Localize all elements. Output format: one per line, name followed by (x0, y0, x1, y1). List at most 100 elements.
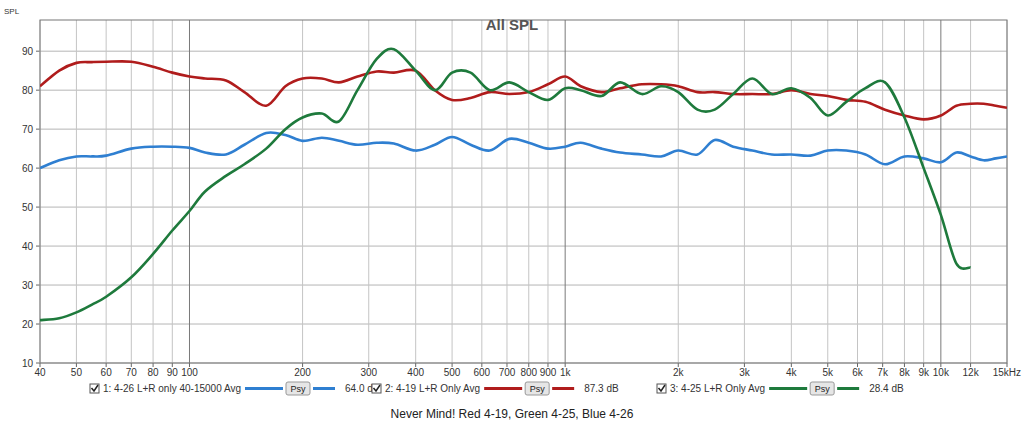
legend-smoothing: Psy (815, 384, 831, 394)
legend-swatch (484, 387, 522, 390)
x-tick-label: 6k (852, 367, 864, 378)
background (0, 0, 1024, 427)
legend-entry: 3: 4-25 L+R Only Avg Psy 28.4 dB (657, 382, 904, 395)
chart: 1020304050607080904050607080901002003004… (0, 0, 1024, 427)
x-grid-line (940, 20, 941, 363)
x-grid-line (970, 20, 971, 363)
x-grid-line (131, 20, 132, 363)
y-tick-label: 90 (22, 46, 34, 57)
x-tick-label: 10k (933, 367, 950, 378)
x-tick-label: 80 (148, 367, 160, 378)
legend-entry: 1: 4-26 L+R only 40-15000 AvgPsy64.0 dB (90, 382, 380, 395)
y-tick (36, 51, 40, 52)
x-tick-label: 800 (520, 367, 537, 378)
legend-check (659, 385, 666, 391)
y-tick (36, 363, 40, 364)
y-tick-label: 10 (22, 358, 34, 369)
x-tick-label: 1k (560, 367, 572, 378)
legend-smoothing-box (286, 382, 310, 395)
x-grid-line (565, 20, 566, 363)
legend-smoothing-box (810, 382, 834, 395)
x-grid-line (923, 20, 924, 363)
series-line (40, 132, 1007, 168)
legend-label: 2: 4-19 L+R Only Avg (385, 383, 480, 394)
plot-frame (40, 20, 1007, 363)
x-tick-label: 700 (499, 367, 516, 378)
series-line (40, 49, 971, 320)
legend-label: 1: 4-26 L+R only 40-15000 Avg (103, 383, 241, 394)
x-grid-line (744, 20, 745, 363)
y-tick (36, 168, 40, 169)
x-tick-label: 900 (540, 367, 557, 378)
y-tick-label: 30 (22, 280, 34, 291)
x-tick-label: 5k (822, 367, 834, 378)
legend-level: 87.3 dB (584, 383, 619, 394)
y-tick-label: 50 (22, 202, 34, 213)
x-tick-label: 600 (473, 367, 490, 378)
x-grid-line (882, 20, 883, 363)
y-axis-label: SPL (4, 7, 20, 16)
x-tick-label: 200 (294, 367, 311, 378)
legend-swatch (837, 387, 859, 390)
legend-smoothing: Psy (530, 384, 546, 394)
legend-swatch (245, 387, 283, 390)
y-tick (36, 246, 40, 247)
legend-level: 28.4 dB (869, 383, 904, 394)
x-tick-label: 3k (739, 367, 751, 378)
y-grid-line (40, 246, 1007, 247)
x-tick-label: 500 (444, 367, 461, 378)
x-tick-label: 4k (786, 367, 798, 378)
x-tick-label: 9k (918, 367, 930, 378)
x-tick-label: 90 (167, 367, 179, 378)
y-tick-label: 20 (22, 319, 34, 330)
x-grid-line (827, 20, 828, 363)
x-grid-line (857, 20, 858, 363)
y-tick-label: 80 (22, 85, 34, 96)
x-tick-label: 300 (360, 367, 377, 378)
y-grid-line (40, 285, 1007, 286)
legend-check (374, 385, 381, 391)
x-tick-label: 70 (126, 367, 138, 378)
x-tick-label: 60 (101, 367, 113, 378)
plot-area (40, 20, 1007, 363)
y-tick-label: 60 (22, 163, 34, 174)
x-grid-line (547, 20, 548, 363)
legend-check (92, 385, 99, 391)
y-tick-label: 40 (22, 241, 34, 252)
x-grid-line (481, 20, 482, 363)
legend-checkbox (372, 384, 381, 393)
legend-entry: 2: 4-19 L+R Only Avg Psy 87.3 dB (372, 382, 619, 395)
x-grid-line (189, 20, 190, 363)
legend-smoothing: Psy (290, 384, 306, 394)
y-grid-line (40, 168, 1007, 169)
legend-smoothing-box (525, 382, 549, 395)
x-grid-line (106, 20, 107, 363)
x-grid-line (791, 20, 792, 363)
x-grid-line (528, 20, 529, 363)
x-tick-label: 400 (407, 367, 424, 378)
y-tick (36, 285, 40, 286)
legend-checkbox (657, 384, 666, 393)
x-grid-line (678, 20, 679, 363)
legend-swatch (769, 387, 807, 390)
x-grid-line (904, 20, 905, 363)
y-tick (36, 90, 40, 91)
x-tick-label: 12k (963, 367, 980, 378)
x-tick-label: 7k (877, 367, 889, 378)
legend-label: 3: 4-25 L+R Only Avg (670, 383, 765, 394)
x-tick-label: 15kHz (993, 367, 1021, 378)
y-tick-label: 70 (22, 124, 34, 135)
x-tick-label: 8k (899, 367, 911, 378)
legend-swatch (313, 387, 335, 390)
caption: Never Mind! Red 4-19, Green 4-25, Blue 4… (391, 407, 634, 421)
y-grid-line (40, 207, 1007, 208)
legend-checkbox (90, 384, 99, 393)
y-tick (36, 129, 40, 130)
x-tick-label: 100 (181, 367, 198, 378)
series-group (40, 49, 1007, 320)
x-grid-line (506, 20, 507, 363)
x-tick-label: 50 (71, 367, 83, 378)
x-tick-label: 2k (673, 367, 685, 378)
x-tick-label: 40 (34, 367, 46, 378)
y-grid-line (40, 51, 1007, 52)
